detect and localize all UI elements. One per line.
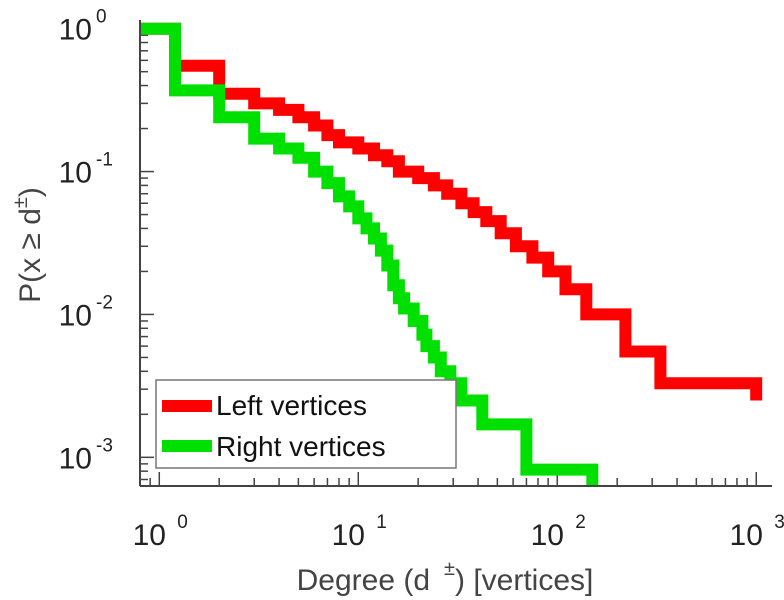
y-tick-label: 10 — [59, 14, 92, 47]
x-tick-label: 10 — [332, 519, 365, 552]
plot-lines — [140, 22, 763, 486]
x-tick-exponent: 2 — [575, 512, 586, 533]
x-tick-exponent: 0 — [177, 512, 188, 533]
x-axis-label: Degree (d ±) [vertices] — [297, 558, 594, 597]
y-axis-label: P(x ≥ d±) — [10, 187, 47, 303]
x-tick-label: 10 — [531, 519, 564, 552]
legend: Left vertices Right vertices — [155, 379, 457, 469]
tick-labels: 10 0 10 1 10 2 10 310 010 -110 -210 -3 — [59, 7, 784, 552]
legend-box — [155, 379, 457, 469]
x-tick-exponent: 3 — [774, 512, 784, 533]
y-tick-exponent: 0 — [96, 7, 107, 28]
y-tick-label: 10 — [59, 299, 92, 332]
y-tick-exponent: -2 — [96, 292, 113, 313]
axes-frame — [139, 20, 772, 487]
y-tick-exponent: -3 — [96, 435, 113, 456]
x-tick-exponent: 1 — [376, 512, 387, 533]
y-tick-label: 10 — [59, 442, 92, 475]
series-line-right-vertices — [140, 22, 599, 486]
x-tick-label: 10 — [133, 519, 166, 552]
y-tick-label: 10 — [59, 157, 92, 190]
series-line-left-vertices — [140, 22, 763, 401]
legend-label-right: Right vertices — [216, 431, 386, 462]
x-tick-label: 10 — [730, 519, 763, 552]
legend-label-left: Left vertices — [216, 390, 367, 421]
y-tick-exponent: -1 — [96, 150, 113, 171]
